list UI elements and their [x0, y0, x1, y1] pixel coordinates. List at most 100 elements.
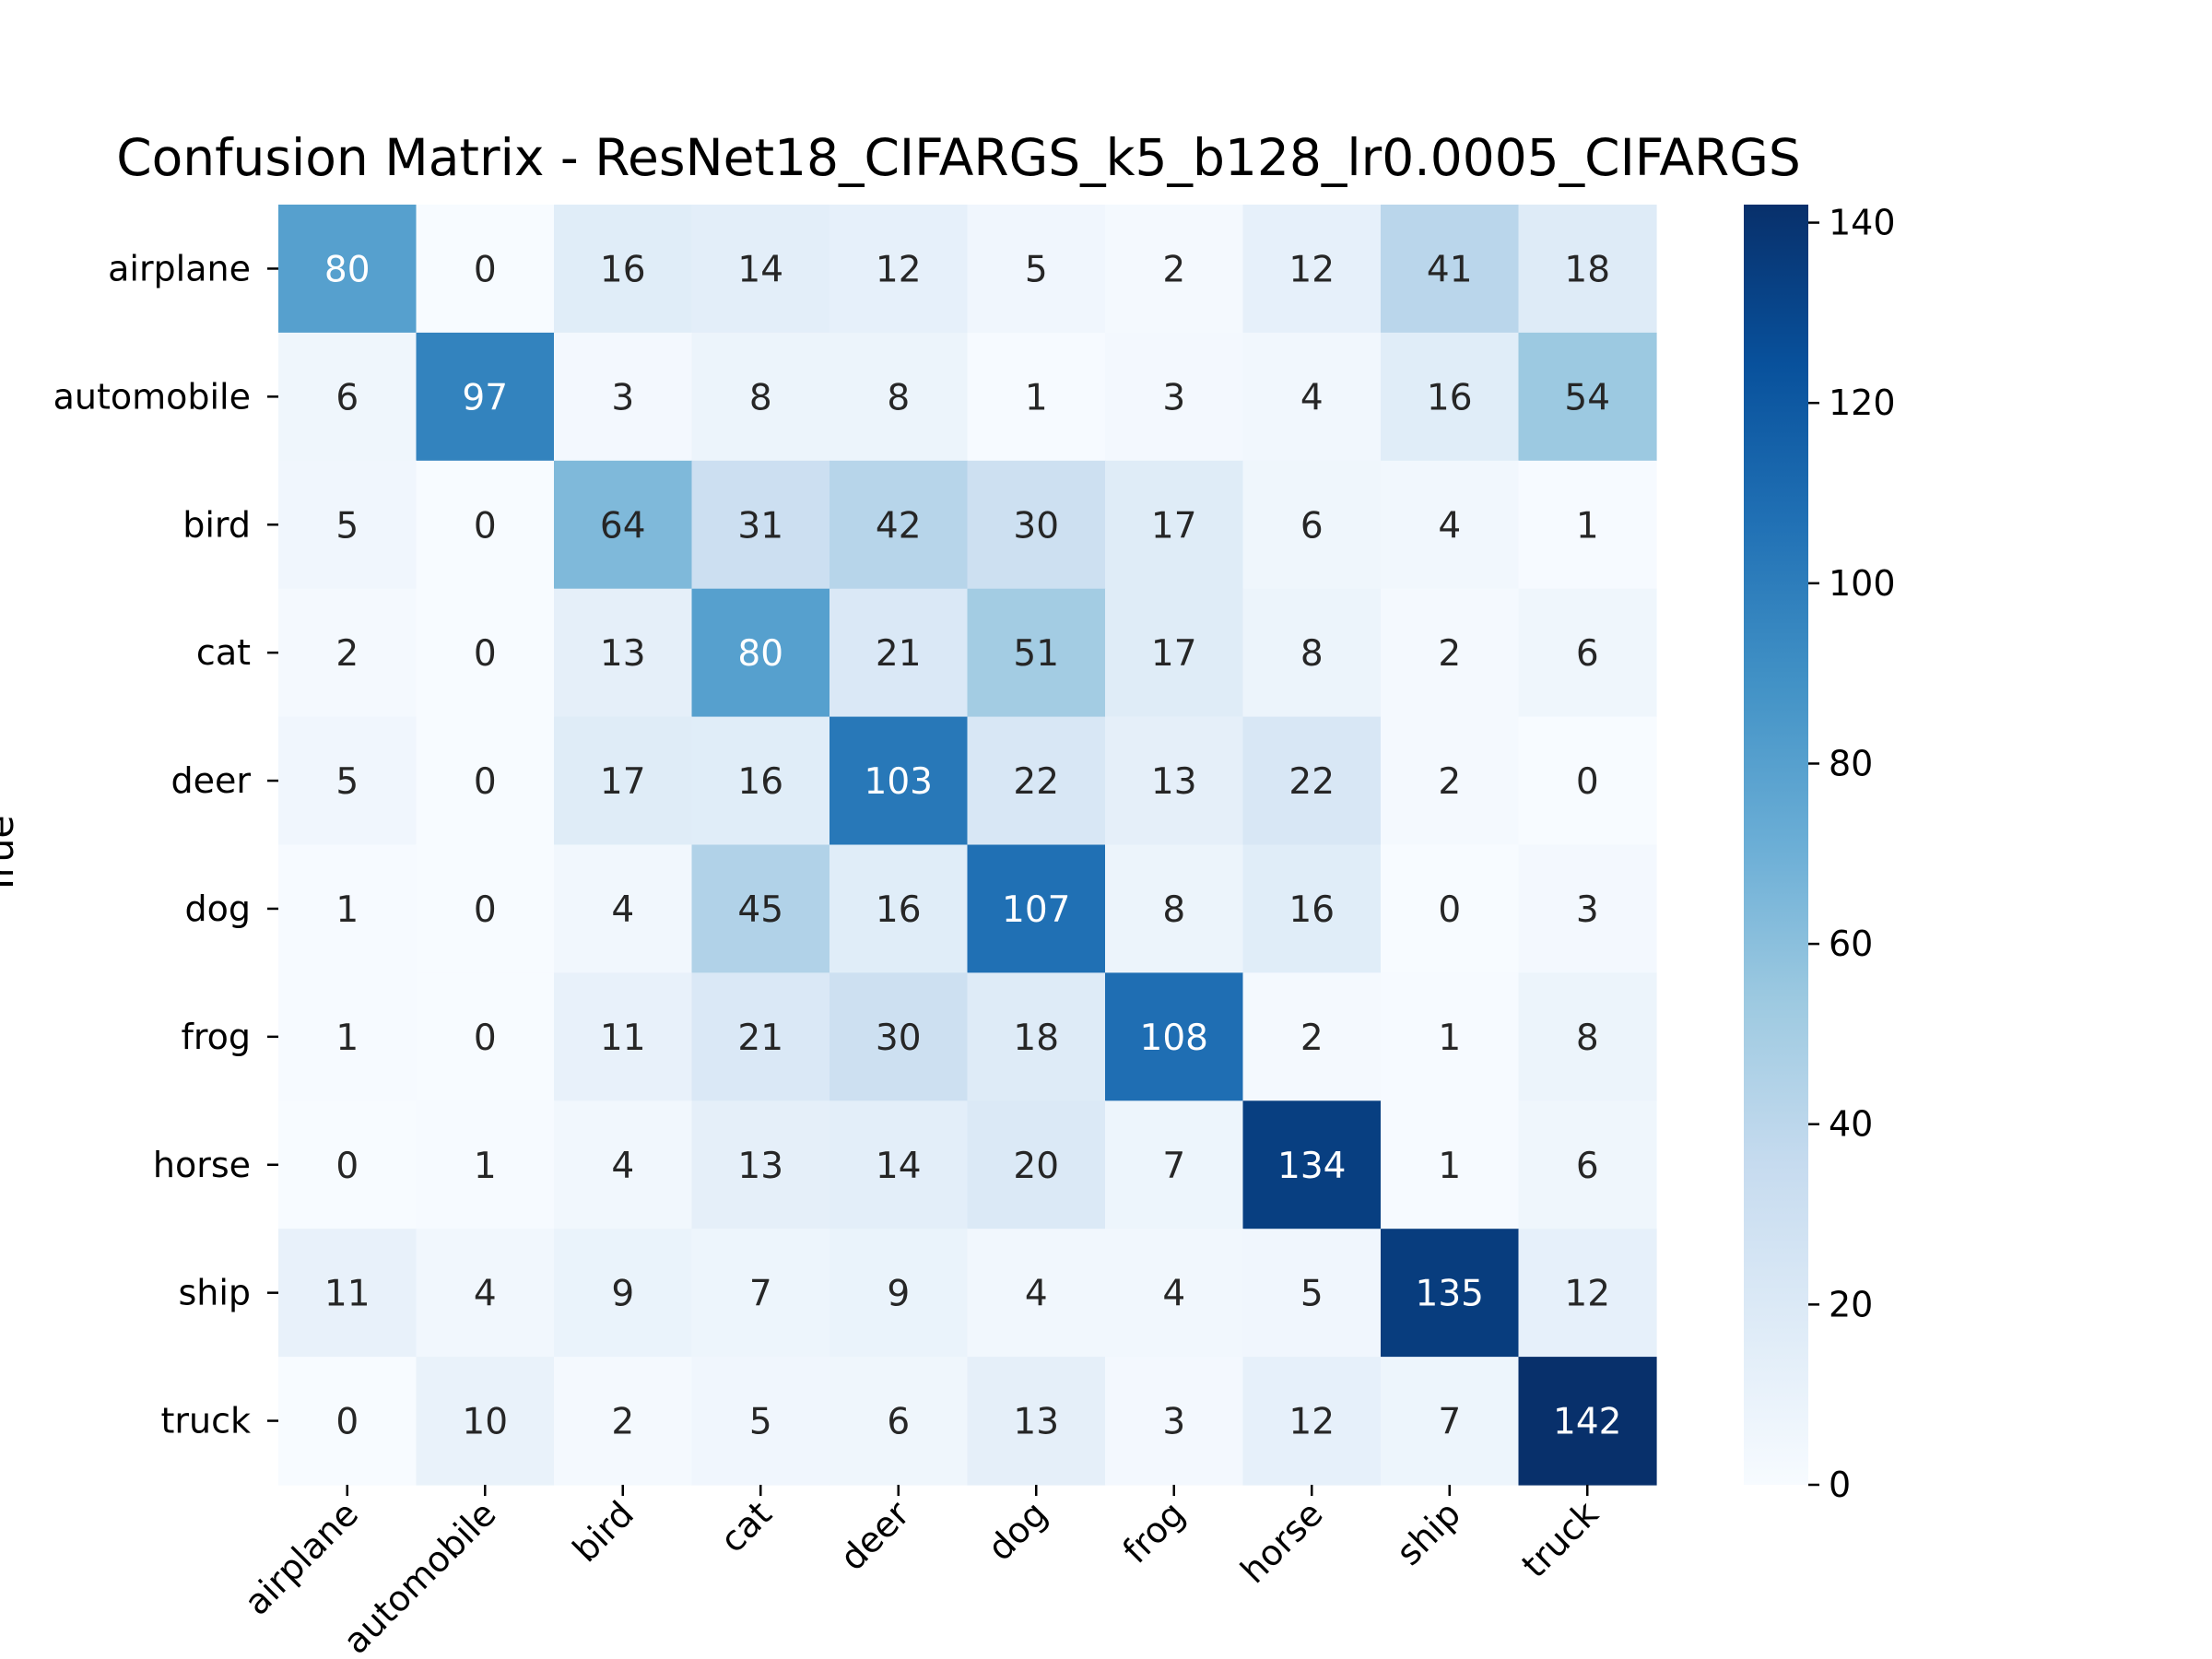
cell-value-label: 30 [1013, 505, 1059, 547]
cell-value-label: 4 [474, 1274, 497, 1315]
heatmap-cell [416, 332, 555, 462]
cell-value-label: 18 [1013, 1018, 1059, 1059]
cell-value-label: 0 [474, 1018, 497, 1059]
heatmap-cell [1242, 1357, 1382, 1486]
heatmap-cell [1105, 1229, 1244, 1358]
cell-value-label: 2 [1162, 249, 1185, 290]
heatmap-cell [1242, 205, 1382, 334]
heatmap-cell [1518, 972, 1657, 1101]
y-tick-label: bird [182, 504, 251, 545]
cell-value-label: 6 [1300, 505, 1324, 547]
cell-value-label: 21 [737, 1018, 783, 1059]
y-axis-ticks: airplane automobile bird cat deer dog frog hors… [53, 248, 278, 1441]
cell-value-label: 2 [1438, 633, 1461, 675]
heatmap-cell [967, 205, 1106, 334]
cell-value-label: 30 [876, 1018, 922, 1059]
y-tick-label: automobile [53, 376, 251, 417]
cell-value-label: 97 [462, 377, 508, 418]
cell-value-label: 17 [1151, 505, 1197, 547]
cell-value-label: 1 [474, 1146, 497, 1187]
heatmap-cell [416, 844, 555, 973]
heatmap-cell [967, 588, 1106, 718]
cell-value-label: 4 [611, 889, 634, 931]
cell-value-label: 4 [1300, 377, 1324, 418]
heatmap-cell [1381, 205, 1520, 334]
heatmap-cell [554, 1357, 693, 1486]
colorbar-tick-label: 120 [1829, 382, 1896, 423]
heatmap-cell [1381, 1100, 1520, 1230]
y-tick-label: dog [185, 888, 252, 929]
heatmap-cell [554, 1100, 693, 1230]
heatmap-cell [416, 1229, 555, 1358]
cell-value-label: 22 [1288, 761, 1335, 803]
colorbar-tick-label: 80 [1829, 743, 1873, 783]
cell-value-label: 16 [876, 889, 922, 931]
cell-value-label: 142 [1553, 1402, 1621, 1443]
heatmap-cell [830, 1357, 969, 1486]
heatmap-cell [278, 332, 418, 462]
cell-value-label: 6 [887, 1402, 910, 1443]
cell-value-label: 6 [335, 377, 359, 418]
cell-value-label: 135 [1416, 1274, 1484, 1315]
cell-value-label: 8 [1300, 633, 1324, 675]
heatmap-cell [1105, 1357, 1244, 1486]
colorbar-tick-label: 20 [1829, 1284, 1873, 1324]
cell-value-label: 108 [1140, 1018, 1208, 1059]
heatmap-cell [1242, 972, 1382, 1101]
cell-value-label: 3 [1162, 1402, 1185, 1443]
cell-value-label: 41 [1427, 249, 1473, 290]
x-tick-label: dog [980, 1493, 1055, 1569]
colorbar-gradient [1744, 205, 1808, 1485]
cell-value-label: 8 [749, 377, 772, 418]
colorbar-ticks: 0 20 40 60 80 100 120 140 [1808, 203, 1896, 1505]
cell-value-label: 13 [1151, 761, 1197, 803]
heatmap-cell [554, 1229, 693, 1358]
cell-value-label: 3 [611, 377, 634, 418]
cell-value-label: 6 [1576, 1146, 1599, 1187]
heatmap-cell [1381, 460, 1520, 590]
cell-value-label: 42 [876, 505, 922, 547]
heatmap-cell [416, 205, 555, 334]
cell-value-label: 2 [1300, 1018, 1324, 1059]
heatmap-cell [967, 1357, 1106, 1486]
cell-value-label: 134 [1277, 1146, 1346, 1187]
cell-value-label: 8 [1162, 889, 1185, 931]
heatmap-cell [967, 844, 1106, 973]
heatmap-cell [691, 205, 830, 334]
heatmap-cell [691, 332, 830, 462]
cell-value-label: 54 [1564, 377, 1610, 418]
heatmap-cell [691, 1229, 830, 1358]
heatmap-cell [554, 972, 693, 1101]
colorbar-tick-label: 140 [1829, 203, 1896, 243]
heatmap-cell [1381, 588, 1520, 718]
cell-value-labels: 80 0 16 14 12 5 2 12 41 186 97 3 8 8 1 3 4 16 545 0 64 31 42 30… [324, 249, 1622, 1442]
x-tick-label: ship [1388, 1493, 1468, 1573]
cell-value-label: 5 [749, 1402, 772, 1443]
colorbar-tick-label: 100 [1829, 563, 1896, 604]
heatmap-cell [967, 460, 1106, 590]
heatmap-cell [1381, 332, 1520, 462]
cell-value-label: 3 [1162, 377, 1185, 418]
cell-value-label: 22 [1013, 761, 1059, 803]
cell-value-label: 80 [737, 633, 783, 675]
heatmap-cell [416, 460, 555, 590]
x-tick-label: horse [1232, 1493, 1330, 1591]
cell-value-label: 64 [600, 505, 646, 547]
colorbar: 0 20 40 60 80 100 120 140 [1744, 203, 1896, 1505]
cell-value-label: 0 [474, 249, 497, 290]
cell-value-label: 5 [1025, 249, 1048, 290]
heatmap-cell [967, 332, 1106, 462]
heatmap-cell [278, 844, 418, 973]
heatmap-cell [1105, 332, 1244, 462]
y-tick-label: horse [153, 1145, 251, 1185]
cell-value-label: 13 [737, 1146, 783, 1187]
heatmap-cell [830, 844, 969, 973]
x-tick-label: airplane [236, 1493, 366, 1623]
cell-value-label: 21 [876, 633, 922, 675]
cell-value-label: 107 [1002, 889, 1070, 931]
cell-value-label: 31 [737, 505, 783, 547]
heatmap-cell [1242, 844, 1382, 973]
cell-value-label: 4 [1025, 1274, 1048, 1315]
heatmap-cell [1242, 1229, 1382, 1358]
heatmap-cell [1381, 716, 1520, 846]
